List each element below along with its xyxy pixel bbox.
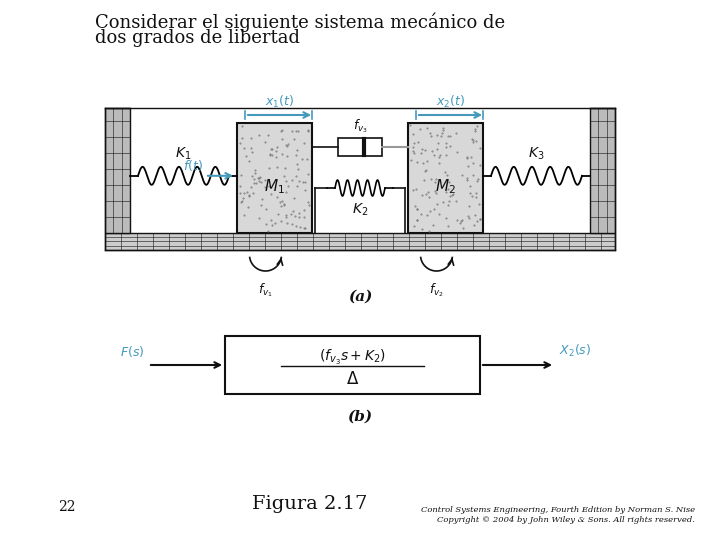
Text: $K_2$: $K_2$ <box>352 202 368 218</box>
Bar <box>105 108 130 233</box>
Text: (a): (a) <box>348 290 372 304</box>
Text: $M_1$: $M_1$ <box>264 178 285 196</box>
Text: $(f_{v_3}s + K_2)$: $(f_{v_3}s + K_2)$ <box>319 347 386 367</box>
Bar <box>237 123 312 233</box>
Bar <box>590 108 615 233</box>
Text: $f_{v_1}$: $f_{v_1}$ <box>258 281 273 299</box>
Text: dos grados de libertad: dos grados de libertad <box>95 29 300 47</box>
Text: $f_{v_3}$: $f_{v_3}$ <box>353 118 367 135</box>
Text: $x_1(t)$: $x_1(t)$ <box>265 94 294 110</box>
Text: $K_1$: $K_1$ <box>176 145 192 162</box>
Text: $f_{v_2}$: $f_{v_2}$ <box>429 281 444 299</box>
Bar <box>408 123 483 233</box>
Text: $M_2$: $M_2$ <box>435 178 456 196</box>
Text: $F(s)$: $F(s)$ <box>120 344 144 359</box>
Text: $f(t)$: $f(t)$ <box>183 158 203 173</box>
Text: Figura 2.17: Figura 2.17 <box>252 495 368 513</box>
Text: Copyright © 2004 by John Wiley & Sons. All rights reserved.: Copyright © 2004 by John Wiley & Sons. A… <box>437 516 695 524</box>
Text: (b): (b) <box>348 410 372 424</box>
Bar <box>338 138 382 156</box>
Text: Control Systems Engineering, Fourth Edition by Norman S. Nise: Control Systems Engineering, Fourth Edit… <box>421 506 695 514</box>
Bar <box>225 336 480 394</box>
Text: 22: 22 <box>58 500 76 514</box>
Text: $X_2(s)$: $X_2(s)$ <box>559 343 591 359</box>
Text: $x_2(t)$: $x_2(t)$ <box>436 94 465 110</box>
Bar <box>105 233 615 250</box>
Text: $\Delta$: $\Delta$ <box>346 370 359 388</box>
Text: $K_3$: $K_3$ <box>528 145 545 162</box>
Text: Considerar el siguiente sistema mecánico de: Considerar el siguiente sistema mecánico… <box>95 12 505 31</box>
